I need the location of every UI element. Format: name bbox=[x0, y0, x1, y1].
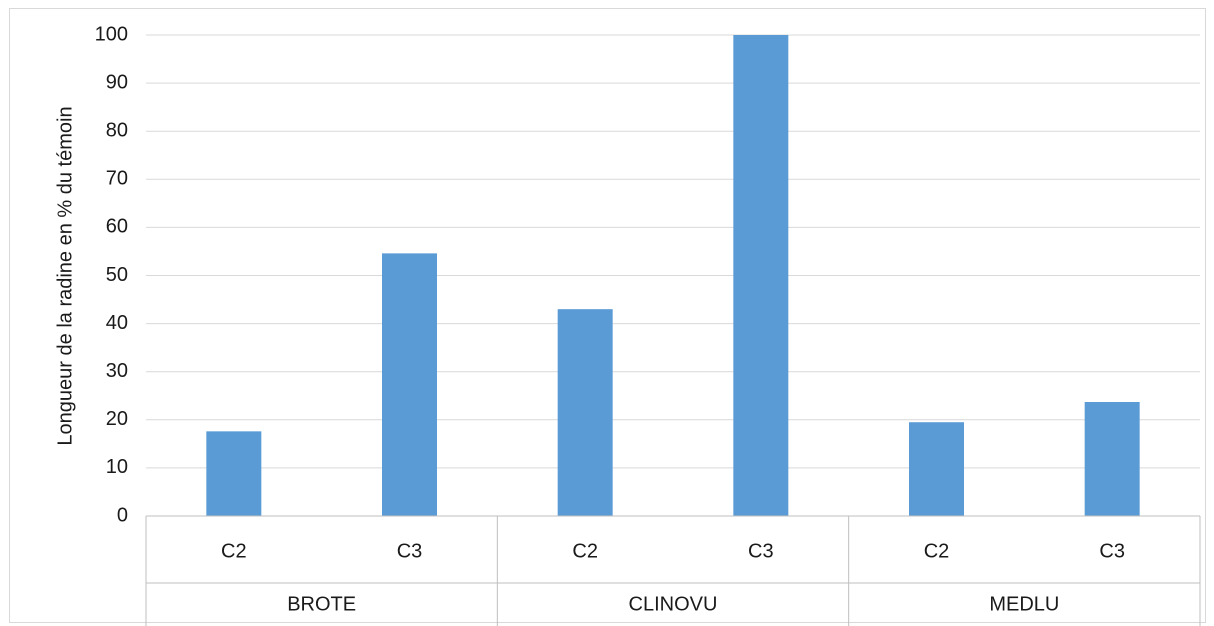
y-axis-label: Longueur de la radine en % du témoin bbox=[54, 106, 76, 445]
bar-clinovu-c3 bbox=[733, 35, 789, 516]
y-tick-label: 50 bbox=[106, 264, 128, 286]
bar-brote-c3 bbox=[382, 253, 437, 516]
y-tick-label: 40 bbox=[106, 312, 128, 334]
group-label: MEDLU bbox=[989, 593, 1059, 615]
y-tick-label: 100 bbox=[95, 23, 128, 45]
group-label: CLINOVU bbox=[629, 593, 718, 615]
bars bbox=[206, 35, 1140, 516]
bar-brote-c2 bbox=[206, 431, 262, 516]
y-tick-label: 60 bbox=[106, 216, 128, 238]
y-tick-label: 30 bbox=[106, 360, 128, 382]
bar-medlu-c3 bbox=[1084, 402, 1140, 516]
category-label: C3 bbox=[1099, 540, 1125, 562]
y-tick-label: 20 bbox=[106, 408, 128, 430]
bar-clinovu-c2 bbox=[557, 309, 613, 516]
category-label: C2 bbox=[572, 540, 598, 562]
category-label: C3 bbox=[397, 540, 423, 562]
category-label: C3 bbox=[748, 540, 774, 562]
y-tick-label: 70 bbox=[106, 168, 128, 190]
y-tick-label: 90 bbox=[106, 71, 128, 93]
category-label: C2 bbox=[924, 540, 950, 562]
gridlines bbox=[146, 34, 1200, 469]
category-labels: C2 C3 BROTE C2 C3 CLINOVU C2 C3 MEDLU bbox=[221, 540, 1125, 615]
y-tick-label: 10 bbox=[106, 456, 128, 478]
y-tick-label: 0 bbox=[117, 504, 128, 526]
y-tick-labels: 0 10 20 30 40 50 60 70 80 90 100 bbox=[95, 23, 128, 526]
axes bbox=[145, 515, 1201, 626]
bar-medlu-c2 bbox=[909, 422, 964, 516]
y-tick-label: 80 bbox=[106, 119, 128, 141]
category-label: C2 bbox=[221, 540, 247, 562]
group-label: BROTE bbox=[287, 593, 356, 615]
